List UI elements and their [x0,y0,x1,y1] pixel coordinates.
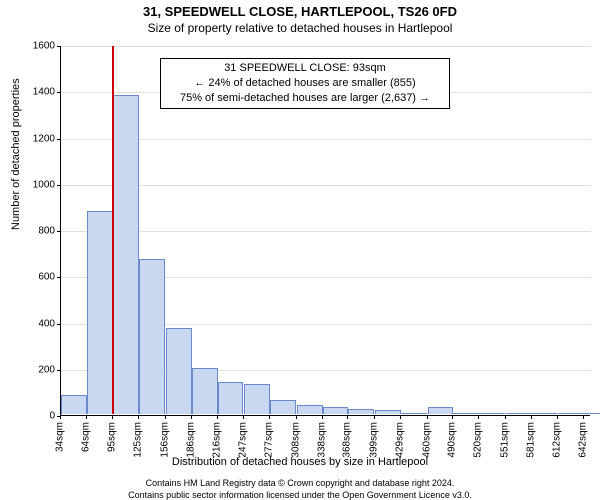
y-tick-mark [57,185,60,186]
histogram-bar [113,95,139,414]
y-tick-mark [57,139,60,140]
y-tick-mark [57,277,60,278]
histogram-bar [218,382,244,414]
y-tick-mark [57,92,60,93]
y-tick-label: 1200 [15,133,55,144]
x-tick-label: 216sqm [211,422,222,462]
y-tick-label: 200 [15,364,55,375]
histogram-bar [270,400,296,414]
histogram-bar [506,413,532,414]
y-tick-label: 0 [15,411,55,422]
histogram-bar [87,211,113,415]
x-tick-mark [322,416,323,419]
annotation-line: 75% of semi-detached houses are larger (… [167,91,443,106]
y-tick-mark [57,46,60,47]
x-tick-label: 338sqm [316,422,327,462]
x-tick-label: 156sqm [159,422,170,462]
x-tick-mark [60,416,61,419]
x-tick-mark [452,416,453,419]
histogram-bar [244,384,270,414]
x-tick-label: 125sqm [133,422,144,462]
x-tick-label: 399sqm [369,422,380,462]
x-tick-mark [243,416,244,419]
x-tick-label: 429sqm [394,422,405,462]
property-marker-line [112,46,114,414]
x-tick-mark [478,416,479,419]
y-tick-mark [57,370,60,371]
x-tick-label: 247sqm [238,422,249,462]
page-title: 31, SPEEDWELL CLOSE, HARTLEPOOL, TS26 0F… [0,0,600,19]
gridline [61,139,591,140]
x-tick-label: 64sqm [80,422,91,462]
x-tick-mark [86,416,87,419]
histogram-bar [375,410,401,414]
histogram-bar [401,413,427,414]
x-tick-label: 581sqm [525,422,536,462]
annotation-line: ← 24% of detached houses are smaller (85… [167,76,443,91]
x-tick-mark [557,416,558,419]
annotation-box: 31 SPEEDWELL CLOSE: 93sqm ← 24% of detac… [160,58,450,109]
footer-licence: Contains public sector information licen… [0,490,600,500]
y-tick-mark [57,324,60,325]
x-tick-label: 642sqm [578,422,589,462]
histogram-bar [166,328,192,414]
x-tick-label: 277sqm [264,422,275,462]
x-tick-label: 551sqm [499,422,510,462]
histogram-bar [479,413,505,414]
x-tick-mark [165,416,166,419]
histogram-bar [558,413,584,414]
x-tick-mark [296,416,297,419]
y-tick-label: 600 [15,272,55,283]
annotation-line: 31 SPEEDWELL CLOSE: 93sqm [167,61,443,76]
y-tick-mark [57,231,60,232]
x-tick-mark [138,416,139,419]
gridline [61,231,591,232]
gridline [61,185,591,186]
histogram-bar [428,407,454,414]
x-tick-mark [191,416,192,419]
y-tick-label: 1400 [15,87,55,98]
y-tick-label: 400 [15,318,55,329]
x-tick-mark [217,416,218,419]
histogram-bar [584,413,600,414]
x-tick-label: 308sqm [290,422,301,462]
x-tick-mark [531,416,532,419]
histogram-bar [139,259,165,414]
x-tick-mark [347,416,348,419]
gridline [61,46,591,47]
x-tick-mark [374,416,375,419]
x-tick-label: 95sqm [107,422,118,462]
x-tick-label: 368sqm [342,422,353,462]
page-subtitle: Size of property relative to detached ho… [0,19,600,39]
footer-copyright: Contains HM Land Registry data © Crown c… [0,478,600,488]
histogram-chart: 31 SPEEDWELL CLOSE: 93sqm ← 24% of detac… [60,46,590,416]
x-tick-mark [427,416,428,419]
x-tick-label: 186sqm [185,422,196,462]
y-tick-label: 1600 [15,41,55,52]
histogram-bar [323,407,349,414]
x-tick-mark [400,416,401,419]
x-tick-mark [112,416,113,419]
histogram-bar [453,413,479,414]
x-tick-label: 612sqm [552,422,563,462]
x-tick-mark [583,416,584,419]
y-tick-label: 1000 [15,179,55,190]
y-tick-label: 800 [15,226,55,237]
x-tick-label: 34sqm [55,422,66,462]
y-axis-label: Number of detached properties [10,78,22,230]
x-tick-label: 490sqm [447,422,458,462]
histogram-bar [192,368,218,414]
histogram-bar [297,405,323,414]
x-tick-mark [269,416,270,419]
histogram-bar [532,413,558,414]
histogram-bar [61,395,87,414]
x-tick-label: 460sqm [421,422,432,462]
histogram-bar [348,409,374,414]
x-tick-mark [505,416,506,419]
x-tick-label: 520sqm [473,422,484,462]
